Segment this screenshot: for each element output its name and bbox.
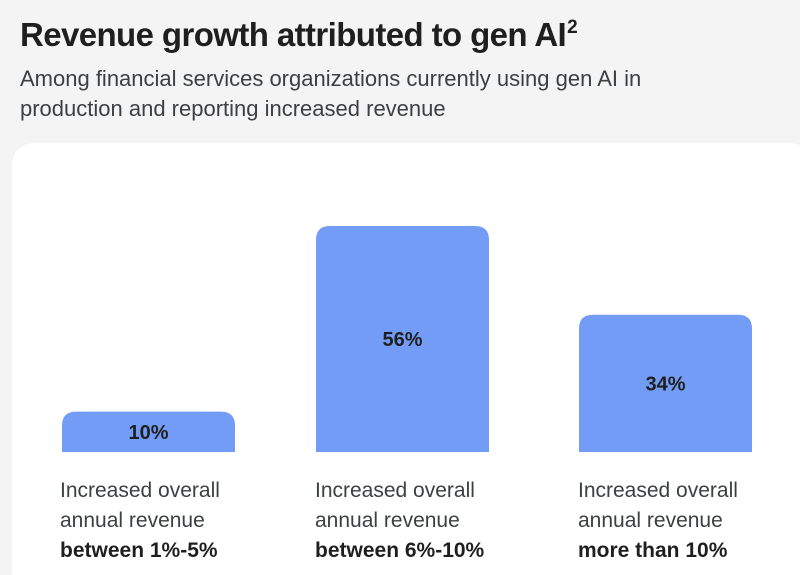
bar-value-label-1: 10% <box>128 422 168 444</box>
chart-subtitle: Among financial services organizations c… <box>20 66 642 121</box>
category-label-line: Increased overall <box>578 479 738 502</box>
bar-2 <box>316 226 489 452</box>
category-label-emphasis: between 1%-5% <box>60 539 218 562</box>
chart-title-text: Revenue growth attributed to gen AI <box>20 16 567 53</box>
bar-value-label-2: 56% <box>382 329 422 351</box>
category-label-emphasis: more than 10% <box>578 539 728 562</box>
category-label-emphasis: between 6%-10% <box>315 539 485 562</box>
bar-value-label-3: 34% <box>645 373 685 395</box>
category-label-line: Increased overall <box>60 479 220 502</box>
chart-title: Revenue growth attributed to gen AI2 <box>20 16 578 54</box>
category-label-2: Increased overall annual revenue between… <box>315 476 535 566</box>
footnote-marker: 2 <box>567 17 578 38</box>
category-label-3: Increased overall annual revenue more th… <box>578 476 798 566</box>
category-label-line: annual revenue <box>60 509 205 532</box>
category-label-1: Increased overall annual revenue between… <box>60 476 280 566</box>
category-label-line: annual revenue <box>578 509 723 532</box>
category-label-line: annual revenue <box>315 509 460 532</box>
bar-3 <box>579 314 752 452</box>
category-label-line: Increased overall <box>315 479 475 502</box>
bar-1 <box>62 411 235 452</box>
